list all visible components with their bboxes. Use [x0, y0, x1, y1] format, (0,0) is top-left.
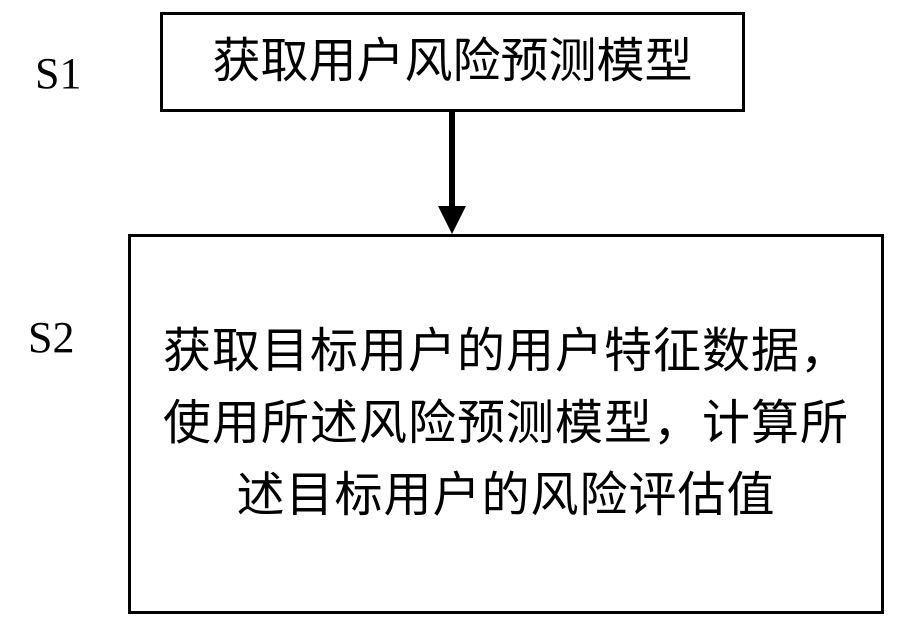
flowchart-canvas: S1 获取用户风险预测模型 S2 获取目标用户的用户特征数据，使用所述风险预测模… [0, 0, 904, 626]
step-box-s2-text: 获取目标用户的用户特征数据，使用所述风险预测模型，计算所述目标用户的风险评估值 [161, 316, 851, 532]
step-label-s1: S1 [35, 48, 81, 99]
step-label-s2: S2 [28, 312, 74, 363]
edge-s1-to-s2-line [449, 112, 455, 206]
edge-s1-to-s2-head [438, 206, 466, 234]
step-box-s1-text: 获取用户风险预测模型 [171, 32, 734, 92]
step-box-s1: 获取用户风险预测模型 [160, 12, 745, 112]
step-box-s2: 获取目标用户的用户特征数据，使用所述风险预测模型，计算所述目标用户的风险评估值 [128, 234, 884, 614]
